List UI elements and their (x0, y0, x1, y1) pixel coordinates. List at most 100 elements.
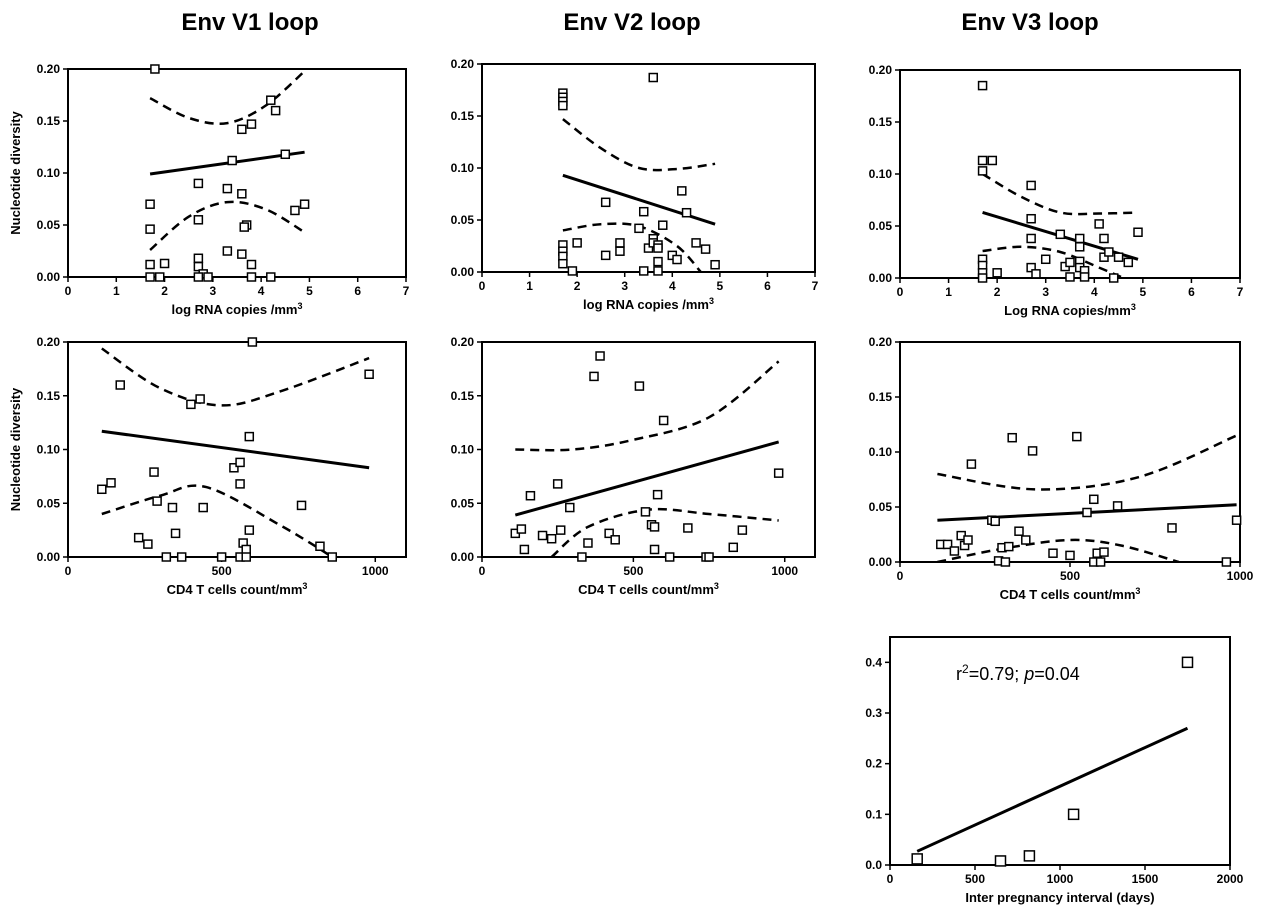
data-point (565, 502, 575, 513)
data-point (1113, 252, 1124, 262)
data-point (327, 552, 338, 562)
data-point (987, 155, 998, 166)
y-tick-label: 0.05 (451, 496, 475, 510)
data-point (1040, 254, 1051, 265)
data-point (728, 542, 739, 553)
data-point (977, 273, 988, 283)
x-tick-label: 0 (479, 279, 486, 293)
data-point (299, 199, 310, 209)
x-axis-title: log RNA copies /mm3 (172, 301, 303, 317)
x-tick-label: 0 (897, 569, 904, 583)
data-point (227, 155, 237, 166)
data-point (167, 502, 178, 513)
column-title-v2: Env V2 loop (563, 9, 700, 36)
data-point (681, 207, 692, 218)
x-tick-label: 3 (1042, 285, 1049, 299)
data-point (1004, 541, 1014, 552)
data-point (558, 258, 568, 269)
y-tick-label: 0.10 (37, 443, 61, 457)
data-point (315, 541, 325, 551)
data-point (149, 467, 159, 477)
y-tick-label: 0.10 (869, 445, 893, 459)
data-point (216, 552, 227, 562)
data-point (270, 105, 281, 116)
x-axis-title: Inter pregnancy interval (days) (965, 890, 1154, 905)
y-tick-label: 0.15 (451, 389, 475, 403)
data-point (567, 266, 578, 276)
y-tick-label: 0.00 (451, 265, 475, 279)
x-tick-label: 4 (1091, 285, 1098, 299)
data-point (1065, 272, 1075, 282)
data-point (143, 539, 153, 549)
x-tick-label: 6 (1188, 285, 1195, 299)
data-point (600, 197, 611, 208)
y-tick-label: 0.15 (37, 114, 61, 128)
data-point (241, 552, 251, 562)
data-point (115, 380, 125, 390)
y-tick-label: 0.05 (869, 219, 893, 233)
data-point (1074, 233, 1085, 244)
plot-frame (899, 69, 1241, 279)
x-tick-label: 1 (526, 279, 533, 293)
ci-upper-curve (515, 360, 780, 452)
regression-line (514, 440, 780, 517)
data-point (653, 256, 663, 267)
plot-frame (481, 63, 816, 273)
data-point (145, 224, 155, 234)
data-point (737, 525, 748, 535)
data-point (235, 479, 245, 489)
regression-line (149, 150, 305, 176)
data-point (193, 261, 204, 272)
data-point (638, 206, 649, 217)
data-point (652, 489, 663, 500)
y-tick-label: 0.05 (37, 496, 61, 510)
data-point (1072, 431, 1082, 442)
y-tick-label: 0.00 (869, 271, 893, 285)
stats-annotation: r2=0.79; p=0.04 (956, 662, 1080, 684)
data-point (555, 525, 566, 535)
data-point (266, 95, 276, 105)
y-tick-label: 0.20 (451, 335, 475, 349)
data-point (558, 100, 568, 111)
data-point (653, 243, 663, 253)
y-tick-label: 0.4 (865, 655, 882, 669)
x-tick-label: 0 (887, 872, 894, 886)
data-point (246, 259, 257, 270)
data-point (664, 552, 675, 562)
data-point (990, 516, 1000, 527)
data-point (516, 524, 527, 534)
data-point (546, 533, 557, 544)
y-tick-label: 0.05 (869, 500, 893, 514)
x-tick-label: 5 (717, 279, 724, 293)
x-tick-label: 7 (812, 279, 819, 293)
data-point (145, 259, 155, 270)
data-point (1031, 269, 1041, 279)
x-tick-label: 3 (210, 284, 217, 298)
y-tick-label: 0.1 (865, 807, 882, 821)
data-point (1112, 501, 1123, 511)
x-axis-title: log RNA copies /mm3 (583, 296, 714, 312)
data-point (193, 253, 204, 264)
x-axis-title: CD4 T cells count/mm3 (578, 581, 719, 597)
data-point (949, 546, 960, 556)
y-tick-label: 0.05 (37, 218, 61, 232)
data-point (150, 64, 160, 74)
data-point (1181, 656, 1194, 669)
ci-lower-curve (101, 484, 333, 557)
chart-v2-cd4: 0.00 0.05 0.10 0.15 0.20 0 500 1000 CD4 T cells … (451, 335, 816, 597)
data-point (244, 431, 255, 442)
data-point (977, 155, 988, 166)
x-tick-label: 2 (994, 285, 1001, 299)
data-point (246, 119, 257, 129)
y-tick-label: 0.20 (37, 335, 61, 349)
data-point (1123, 257, 1134, 268)
regression-line (916, 726, 1189, 853)
data-point (1082, 507, 1092, 518)
data-point (1099, 547, 1109, 557)
data-point (296, 500, 307, 511)
data-point (1026, 233, 1036, 244)
y-tick-label: 0.15 (869, 390, 893, 404)
x-tick-label: 500 (212, 564, 232, 578)
y-tick-label: 0.00 (37, 550, 61, 564)
